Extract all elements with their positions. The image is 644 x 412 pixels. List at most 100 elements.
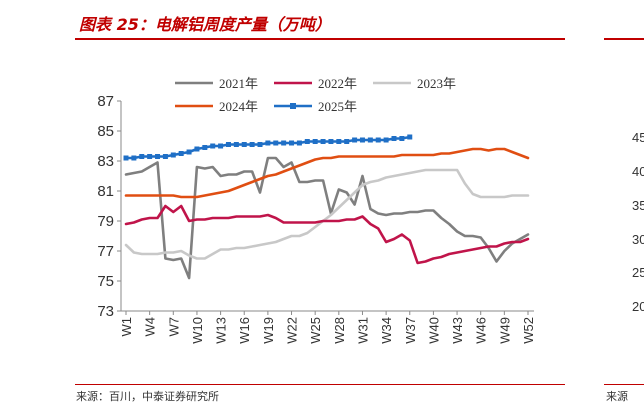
data-point bbox=[233, 142, 239, 147]
data-point bbox=[328, 139, 334, 144]
series-2021年 bbox=[124, 156, 530, 280]
y-tick-label: 77 bbox=[97, 243, 114, 260]
data-point bbox=[178, 151, 184, 156]
series-2023年 bbox=[124, 168, 530, 260]
data-point bbox=[320, 139, 326, 144]
data-point bbox=[296, 140, 302, 146]
legend-label: 2022年 bbox=[318, 76, 357, 91]
x-tick-label: W19 bbox=[261, 317, 276, 344]
y-tick-label: 73 bbox=[97, 303, 114, 320]
series-2022年 bbox=[124, 204, 530, 265]
right-tick-label: 35 bbox=[632, 198, 644, 213]
data-point bbox=[210, 143, 216, 149]
x-tick-label: W28 bbox=[332, 317, 347, 344]
data-point bbox=[257, 142, 263, 147]
data-point bbox=[147, 154, 153, 159]
x-tick-label: W40 bbox=[426, 317, 441, 344]
series-line bbox=[124, 147, 530, 199]
y-tick-label: 81 bbox=[97, 183, 114, 200]
data-point bbox=[170, 152, 176, 158]
right-footer-divider bbox=[604, 384, 644, 385]
x-tick-label: W4 bbox=[143, 317, 158, 337]
source-note: 来源：百川，中泰证券研究所 bbox=[76, 390, 219, 403]
chart-legend: 2021年 2022年 2023年 2024年 2025年 bbox=[175, 76, 456, 114]
y-tick-label: 75 bbox=[97, 273, 114, 290]
data-point bbox=[336, 139, 342, 144]
legend-marker bbox=[290, 103, 296, 109]
right-tick-label: 20 bbox=[632, 299, 644, 314]
x-tick-label: W52 bbox=[521, 317, 536, 344]
data-point bbox=[289, 140, 295, 146]
legend-label: 2025年 bbox=[318, 99, 357, 114]
x-tick-label: W10 bbox=[190, 317, 205, 344]
data-point bbox=[123, 155, 129, 161]
x-tick-label: W25 bbox=[308, 317, 323, 344]
x-tick-label: W13 bbox=[214, 317, 229, 344]
data-point bbox=[139, 154, 145, 159]
y-tick-label: 79 bbox=[97, 213, 114, 230]
data-point bbox=[312, 139, 318, 144]
footer-divider bbox=[75, 384, 565, 385]
data-point bbox=[383, 137, 389, 143]
right-tick-label: 30 bbox=[632, 232, 644, 247]
x-tick-label: W22 bbox=[285, 317, 300, 344]
x-tick-label: W16 bbox=[237, 317, 252, 344]
data-point bbox=[352, 137, 358, 143]
data-point bbox=[194, 146, 200, 152]
data-point bbox=[225, 142, 231, 147]
series-2025年 bbox=[123, 134, 413, 161]
x-tick-label: W43 bbox=[450, 317, 465, 344]
legend-label: 2021年 bbox=[219, 76, 258, 91]
data-point bbox=[131, 155, 137, 161]
series-line bbox=[124, 135, 412, 160]
data-point bbox=[265, 140, 271, 146]
data-point bbox=[399, 136, 405, 141]
data-point bbox=[281, 140, 287, 146]
x-tick-label: W37 bbox=[403, 317, 418, 344]
series-2024年 bbox=[124, 147, 530, 199]
data-point bbox=[273, 140, 279, 146]
x-tick-label: W1 bbox=[119, 317, 134, 337]
y-tick-label: 83 bbox=[97, 153, 114, 170]
chart-axes: 73 75 77 79 81 83 85 87 W1 W4 W7 W10 W13 W16 W19 W22 W25… bbox=[97, 93, 536, 344]
data-point bbox=[218, 143, 224, 149]
data-point bbox=[304, 139, 310, 144]
legend-item: 2024年 bbox=[175, 99, 258, 114]
x-tick-label: W34 bbox=[379, 317, 394, 344]
right-source-note: 来源 bbox=[606, 390, 628, 403]
x-tick-label: W7 bbox=[166, 317, 181, 337]
data-point bbox=[249, 142, 255, 147]
x-tick-label: W46 bbox=[474, 317, 489, 344]
legend-item: 2021年 bbox=[175, 76, 258, 91]
legend-item: 2022年 bbox=[274, 76, 357, 91]
data-point bbox=[162, 154, 168, 159]
data-point bbox=[186, 149, 192, 155]
series-line bbox=[124, 156, 530, 280]
x-tick-label: W49 bbox=[497, 317, 512, 344]
data-point bbox=[241, 142, 247, 147]
data-point bbox=[375, 137, 381, 143]
legend-item: 2023年 bbox=[373, 76, 456, 91]
legend-item: 2025年 bbox=[274, 99, 357, 114]
data-point bbox=[202, 145, 208, 150]
legend-label: 2024年 bbox=[219, 99, 258, 114]
data-point bbox=[359, 137, 365, 143]
x-tick-label: W31 bbox=[355, 317, 370, 344]
y-tick-label: 85 bbox=[97, 123, 114, 140]
series-line bbox=[124, 168, 530, 260]
chart-series bbox=[123, 134, 530, 280]
data-point bbox=[367, 137, 373, 143]
series-line bbox=[124, 204, 530, 265]
title-bar: 图表 25：电解铝周度产量（万吨） bbox=[75, 8, 565, 40]
right-tick-label: 25 bbox=[632, 265, 644, 280]
page-title: 图表 25：电解铝周度产量（万吨） bbox=[79, 15, 331, 34]
data-point bbox=[391, 136, 397, 141]
data-point bbox=[155, 154, 161, 159]
data-point bbox=[344, 139, 350, 144]
right-panel-title-bar bbox=[604, 8, 644, 40]
right-tick-label: 45 bbox=[632, 130, 644, 145]
legend-label: 2023年 bbox=[417, 76, 456, 91]
right-tick-label: 40 bbox=[632, 164, 644, 179]
data-point bbox=[407, 134, 413, 140]
